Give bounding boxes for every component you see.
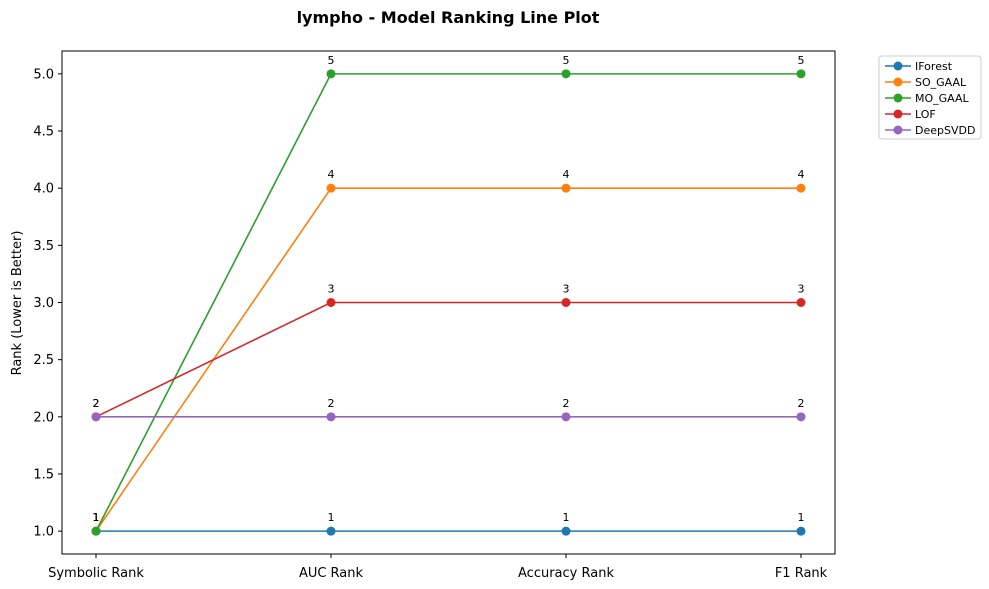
y-tick-label: 4.5 xyxy=(33,125,54,140)
data-label: 3 xyxy=(798,283,805,296)
x-tick-label: AUC Rank xyxy=(299,566,364,581)
data-point xyxy=(326,412,336,422)
x-axis: Symbolic Rank AUC Rank Accuracy Rank F1 Ran… xyxy=(48,554,828,581)
legend-marker xyxy=(893,109,903,119)
series-line xyxy=(95,301,801,418)
legend-label: IForest xyxy=(915,60,953,73)
y-tick-label: 1.0 xyxy=(33,525,54,540)
data-point xyxy=(561,183,571,193)
legend-marker xyxy=(893,93,903,103)
data-label: 4 xyxy=(798,168,805,181)
data-point xyxy=(796,69,806,79)
data-label: 5 xyxy=(798,54,805,67)
data-label: 4 xyxy=(328,168,335,181)
y-axis-title: Rank (Lower is Better) xyxy=(10,231,25,376)
legend: IForest SO_GAAL MO_GAAL LOF DeepSVDD xyxy=(878,55,982,140)
series-line xyxy=(95,187,801,532)
data-point xyxy=(91,412,101,422)
series-line xyxy=(95,73,801,532)
data-point xyxy=(91,526,101,536)
legend-marker xyxy=(893,125,903,135)
legend-box xyxy=(878,55,982,140)
data-label: 2 xyxy=(93,397,100,410)
data-label: 4 xyxy=(563,168,570,181)
x-tick-label: Symbolic Rank xyxy=(48,566,144,581)
data-point xyxy=(326,526,336,536)
data-label: 1 xyxy=(328,511,335,524)
data-point xyxy=(561,69,571,79)
series-lines xyxy=(91,69,806,536)
data-point xyxy=(796,412,806,422)
data-label: 1 xyxy=(93,511,100,524)
data-point xyxy=(796,526,806,536)
data-labels: 1 1 1 114 4 415 5 523 3 32 2 2 2 xyxy=(93,54,805,524)
data-point xyxy=(326,183,336,193)
data-point xyxy=(326,69,336,79)
y-tick-label: 2.0 xyxy=(33,410,54,425)
legend-marker xyxy=(893,61,903,71)
data-point xyxy=(561,526,571,536)
data-point xyxy=(561,412,571,422)
data-label: 2 xyxy=(93,397,100,410)
data-label: 5 xyxy=(328,54,335,67)
data-point xyxy=(561,298,571,307)
y-tick-label: 3.5 xyxy=(33,239,54,254)
data-label: 3 xyxy=(328,283,335,296)
data-point xyxy=(796,183,806,193)
legend-label: DeepSVDD xyxy=(915,124,975,137)
x-tick-label: F1 Rank xyxy=(775,566,828,581)
data-point xyxy=(796,298,806,307)
legend-marker xyxy=(893,77,903,87)
legend-label: SO_GAAL xyxy=(915,76,967,89)
x-tick-label: Accuracy Rank xyxy=(518,566,614,581)
data-label: 3 xyxy=(563,283,570,296)
legend-label: LOF xyxy=(915,108,936,121)
data-label: 1 xyxy=(93,511,100,524)
data-label: 1 xyxy=(93,511,100,524)
data-label: 1 xyxy=(798,511,805,524)
y-tick-label: 3.0 xyxy=(33,296,54,311)
y-axis: 1.0 1.5 2.0 2.5 3.0 3.5 4.0 4.5 5.0 xyxy=(33,67,62,540)
chart-title: lympho - Model Ranking Line Plot xyxy=(297,8,600,27)
y-tick-label: 4.0 xyxy=(33,182,54,197)
data-label: 2 xyxy=(798,397,805,410)
data-label: 5 xyxy=(563,54,570,67)
y-tick-label: 2.5 xyxy=(33,353,54,368)
data-point xyxy=(326,298,336,307)
data-label: 2 xyxy=(328,397,335,410)
data-label: 1 xyxy=(563,511,570,524)
y-tick-label: 1.5 xyxy=(33,467,54,482)
y-tick-label: 5.0 xyxy=(33,67,54,82)
legend-label: MO_GAAL xyxy=(915,92,970,105)
data-label: 2 xyxy=(563,397,570,410)
